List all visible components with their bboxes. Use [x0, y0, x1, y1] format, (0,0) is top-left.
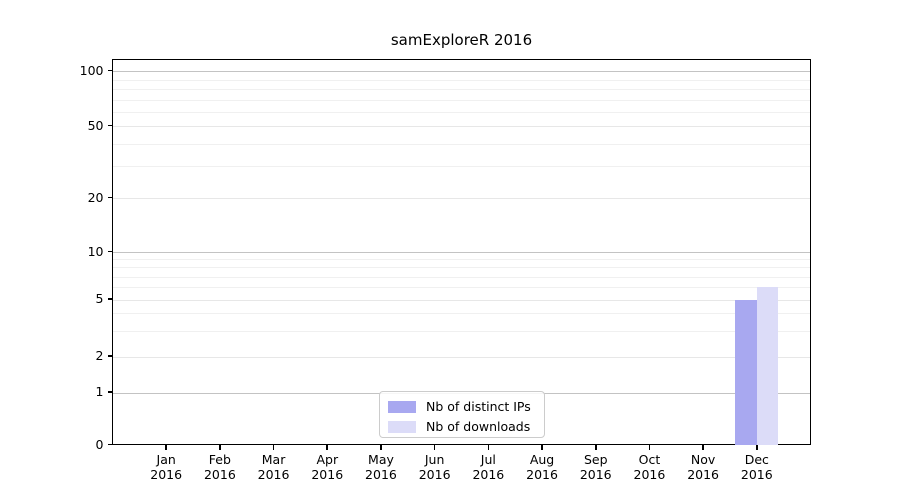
x-tick-mark — [165, 444, 167, 450]
minor-gridline — [113, 331, 810, 333]
legend-item-distinct-ips: Nb of distinct IPs — [388, 398, 536, 415]
x-tick-label: Jul 2016 — [472, 451, 505, 482]
x-tick-label: May 2016 — [365, 451, 397, 482]
minor-gridline — [113, 88, 810, 90]
major-gridline — [113, 299, 810, 301]
x-tick-mark — [702, 444, 704, 450]
x-tick-mark — [326, 444, 329, 450]
y-tick-mark — [107, 443, 113, 446]
y-tick-mark — [107, 250, 113, 253]
x-tick-label: Feb 2016 — [203, 451, 236, 482]
x-tick-mark — [648, 444, 651, 450]
minor-gridline — [113, 267, 810, 269]
legend: Nb of distinct IPs Nb of downloads — [379, 391, 545, 438]
x-tick-mark — [594, 444, 597, 450]
y-tick-label: 100 — [79, 62, 104, 78]
y-tick-label: 50 — [87, 117, 104, 133]
x-tick-mark — [541, 444, 543, 450]
minor-gridline — [113, 313, 810, 315]
legend-label-distinct-ips: Nb of distinct IPs — [426, 399, 531, 414]
x-tick-label: Mar 2016 — [257, 451, 290, 482]
chart-title: samExploreR 2016 — [390, 31, 533, 49]
minor-gridline — [113, 259, 810, 261]
legend-swatch-downloads — [388, 420, 416, 433]
x-tick-label: Jun 2016 — [418, 451, 451, 482]
minor-gridline — [113, 276, 810, 278]
legend-label-downloads: Nb of downloads — [426, 419, 531, 434]
minor-gridline — [113, 143, 810, 145]
y-tick-mark — [107, 69, 113, 72]
x-tick-label: Jan 2016 — [150, 451, 183, 482]
y-tick-label: 0 — [95, 436, 104, 452]
major-gridline — [113, 198, 810, 200]
major-gridline — [113, 356, 810, 358]
y-tick-label: 5 — [95, 291, 104, 306]
minor-gridline — [113, 111, 810, 113]
x-tick-label: Aug 2016 — [526, 451, 558, 482]
x-tick-mark — [272, 444, 275, 450]
minor-gridline — [113, 79, 810, 81]
minor-gridline — [113, 166, 810, 168]
major-gridline — [113, 71, 810, 73]
y-tick-mark — [107, 391, 113, 393]
x-tick-label: Apr 2016 — [311, 451, 344, 482]
x-tick-label: Oct 2016 — [633, 451, 666, 482]
x-tick-label: Sep 2016 — [579, 451, 612, 482]
y-tick-label: 1 — [95, 384, 104, 399]
major-gridline — [113, 252, 810, 254]
y-tick-label: 10 — [87, 243, 104, 259]
legend-swatch-distinct-ips — [388, 400, 416, 413]
x-tick-mark — [487, 444, 490, 450]
x-tick-label: Nov 2016 — [687, 451, 720, 482]
minor-gridline — [113, 99, 810, 101]
bar-distinct-ips — [735, 299, 757, 445]
plot-area — [112, 59, 811, 445]
legend-item-downloads: Nb of downloads — [388, 418, 536, 435]
y-tick-mark — [107, 196, 113, 199]
x-tick-label: Dec 2016 — [740, 451, 773, 482]
major-gridline — [113, 126, 810, 128]
y-tick-mark — [107, 124, 113, 127]
x-tick-mark — [433, 444, 436, 450]
x-tick-mark — [219, 444, 221, 450]
y-tick-label: 20 — [87, 189, 104, 205]
x-tick-mark — [756, 444, 758, 450]
bars-layer — [113, 60, 810, 445]
minor-gridline — [113, 287, 810, 289]
y-tick-mark — [107, 355, 113, 357]
y-tick-mark — [107, 298, 113, 300]
bar-downloads — [756, 287, 778, 445]
x-tick-mark — [380, 444, 382, 450]
y-tick-label: 2 — [95, 348, 104, 363]
